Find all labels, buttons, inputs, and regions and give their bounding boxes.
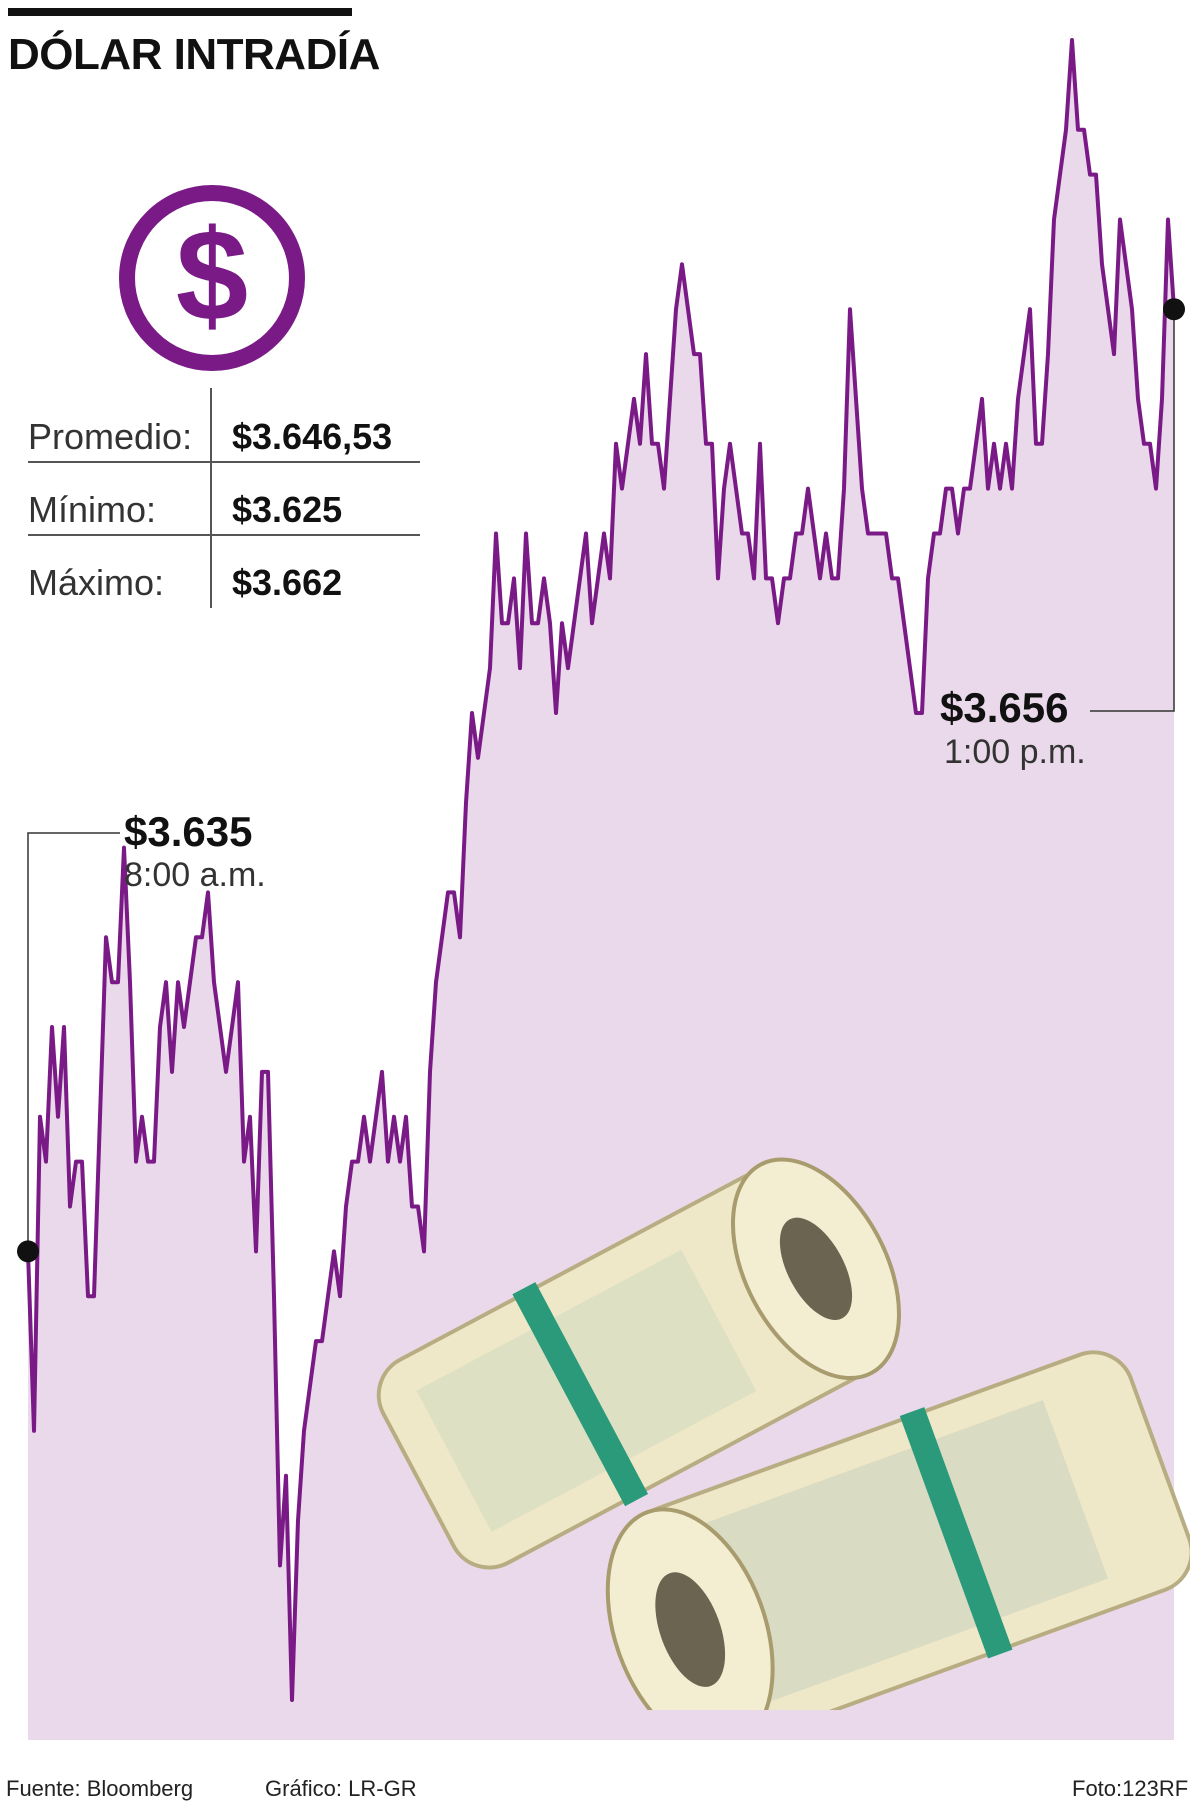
stats-table: Promedio: $3.646,53 Mínimo: $3.625 Máxim…	[28, 388, 420, 608]
open-value-label: $3.635	[124, 808, 253, 855]
close-time-label: 1:00 p.m.	[944, 733, 1086, 771]
dollar-circle-icon: $	[119, 185, 305, 371]
stat-value: $3.662	[232, 562, 343, 603]
svg-text:$: $	[176, 202, 248, 348]
source-label: Fuente: Bloomberg	[6, 1776, 194, 1801]
stat-label: Promedio:	[28, 416, 193, 457]
open-point	[17, 1240, 39, 1263]
credit-label: Gráfico: LR-GR	[265, 1776, 417, 1801]
close-point	[1163, 298, 1185, 321]
open-leader-line	[27, 832, 120, 1252]
stat-label: Mínimo:	[28, 489, 157, 530]
stat-row-max: Máximo: $3.662	[28, 536, 420, 607]
title-rule	[8, 8, 352, 16]
open-time-label: 8:00 a.m.	[124, 856, 266, 894]
stats-divider	[210, 388, 212, 608]
stat-value: $3.646,53	[232, 416, 393, 457]
stat-row-average: Promedio: $3.646,53	[28, 390, 420, 463]
price-line	[26, 38, 1176, 1702]
stat-value: $3.625	[232, 489, 343, 530]
money-rolls-photo	[376, 1157, 1190, 1710]
photo-credit-label: Foto:123RF	[1072, 1776, 1189, 1801]
close-value-label: $3.656	[940, 684, 1069, 731]
stat-label: Máximo:	[28, 562, 165, 603]
stat-row-min: Mínimo: $3.625	[28, 463, 420, 536]
chart-title: DÓLAR INTRADÍA	[8, 30, 380, 79]
close-leader-line	[1090, 309, 1175, 712]
